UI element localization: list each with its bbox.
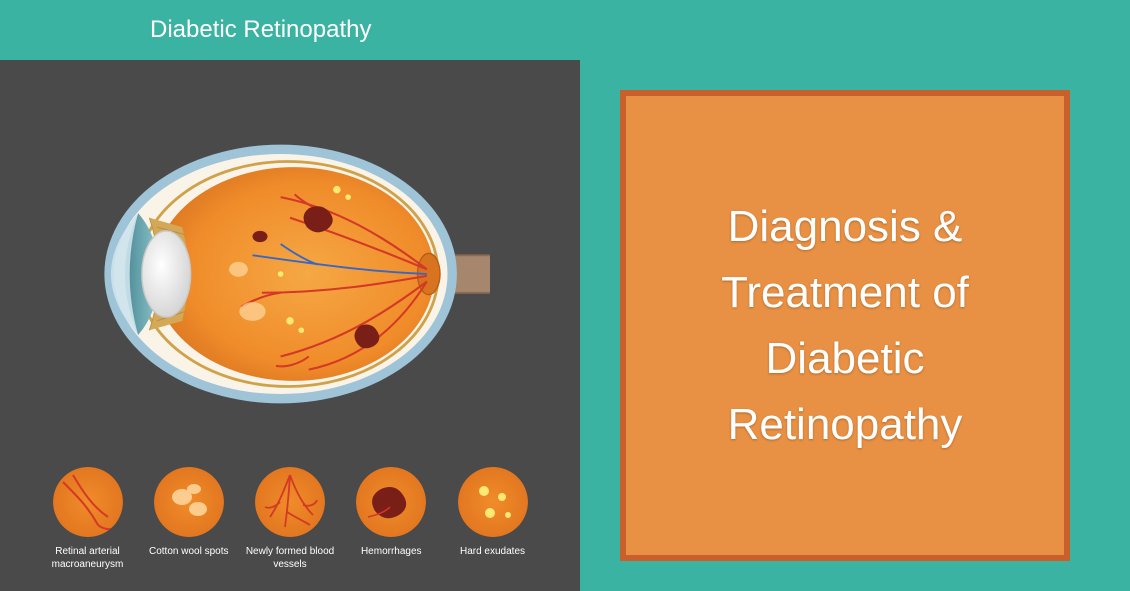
eye-cross-section-icon	[90, 124, 490, 424]
macroaneurysm-icon	[53, 467, 123, 537]
title-text: Diagnosis & Treatment of Diabetic Retino…	[666, 194, 1024, 458]
thumbnail-label: Hemorrhages	[361, 545, 422, 558]
page-container: Diabetic Retinopathy	[0, 0, 1130, 591]
title-panel: Diagnosis & Treatment of Diabetic Retino…	[620, 60, 1130, 591]
title-card: Diagnosis & Treatment of Diabetic Retino…	[620, 90, 1070, 561]
thumbnail-row: Retinal arterial macroaneurysm Cotton woo…	[30, 467, 550, 571]
thumbnail-new_vessels: Newly formed blood vessels	[243, 467, 338, 571]
thumbnail-macroaneurysm: Retinal arterial macroaneurysm	[40, 467, 135, 571]
header-title: Diabetic Retinopathy	[150, 16, 371, 44]
thumbnail-label: Hard exudates	[460, 545, 525, 558]
exudates-icon	[458, 467, 528, 537]
thumbnail-exudates: Hard exudates	[445, 467, 540, 558]
eye-diagram-area	[30, 80, 550, 467]
thumbnail-cotton_wool: Cotton wool spots	[141, 467, 236, 558]
thumbnail-label: Retinal arterial macroaneurysm	[40, 545, 135, 571]
thumbnail-label: Newly formed blood vessels	[243, 545, 338, 571]
hemorrhages-icon	[356, 467, 426, 537]
new_vessels-icon	[255, 467, 325, 537]
cotton_wool-icon	[154, 467, 224, 537]
header: Diabetic Retinopathy	[0, 0, 1130, 60]
thumbnail-label: Cotton wool spots	[149, 545, 229, 558]
main-row: Retinal arterial macroaneurysm Cotton woo…	[0, 60, 1130, 591]
thumbnail-hemorrhages: Hemorrhages	[344, 467, 439, 558]
diagram-panel: Retinal arterial macroaneurysm Cotton woo…	[0, 60, 580, 591]
eye-lens	[142, 230, 191, 316]
